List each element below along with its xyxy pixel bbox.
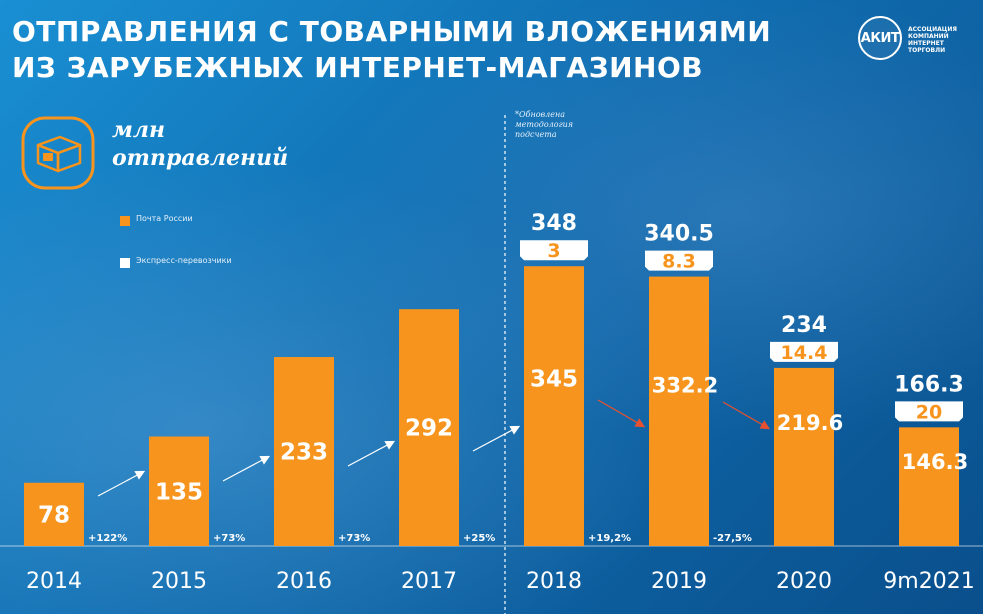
bar-express-2019 <box>645 250 713 271</box>
growth-label-1: +73% <box>213 533 245 544</box>
label-express-2018: 3 <box>547 240 560 262</box>
tick-label-9m2021: 9m2021 <box>883 569 974 594</box>
growth-label-2: +73% <box>338 533 370 544</box>
note-line-1: *Обновлена <box>515 110 566 119</box>
label-express-2019: 8.3 <box>662 251 696 273</box>
label-express-9m2021: 20 <box>916 401 942 423</box>
title-line-2: из зарубежных интернет-магазинов <box>12 51 704 84</box>
tick-label-2020: 2020 <box>776 569 832 594</box>
akit-logo: АКИТ Ассоциация компаний интернет торгов… <box>858 16 976 60</box>
note-line-3: подсчета <box>515 130 557 139</box>
bar-pochta-2019 <box>649 276 709 546</box>
logo-line-1: Ассоциация <box>908 26 957 33</box>
trend-arrow-3 <box>472 425 521 452</box>
label-pochta-2015: 135 <box>155 479 203 505</box>
label-total-2020: 234 <box>781 313 827 338</box>
tick-label-2014: 2014 <box>26 569 82 594</box>
trend-arrow-5 <box>722 401 771 430</box>
bar-pochta-2016 <box>274 357 334 546</box>
growth-label-0: +122% <box>88 533 127 544</box>
label-total-2018: 348 <box>531 211 577 236</box>
unit-label: млн отправлений <box>112 116 288 172</box>
unit-line-2: отправлений <box>112 145 289 171</box>
bar-express-2020 <box>770 341 838 362</box>
trend-arrow-4 <box>597 399 646 428</box>
logo-line-4: торговли <box>908 47 946 54</box>
parcel-box-icon <box>21 116 95 190</box>
bar-pochta-2017 <box>399 309 459 546</box>
label-pochta-2014: 78 <box>38 502 70 528</box>
page-title: Отправления с товарными вложениями из за… <box>12 14 771 86</box>
bar-express-9m2021 <box>895 401 963 422</box>
bar-pochta-2018 <box>524 266 584 546</box>
title-line-1: Отправления с товарными вложениями <box>12 15 772 48</box>
tick-label-2016: 2016 <box>276 569 332 594</box>
legend-label-pochta: Почта России <box>136 214 193 223</box>
label-pochta-2020: 219.6 <box>777 411 843 435</box>
label-total-2019: 340.5 <box>644 222 714 247</box>
tick-label-2019: 2019 <box>651 569 707 594</box>
tick-label-2017: 2017 <box>401 569 457 594</box>
label-pochta-2016: 233 <box>280 440 328 466</box>
label-express-2020: 14.4 <box>781 342 828 364</box>
logo-circle: АКИТ <box>858 16 902 60</box>
label-pochta-2017: 292 <box>405 416 453 442</box>
legend-label-express: Экспресс-перевозчики <box>136 256 232 265</box>
growth-label-4: +19,2% <box>588 533 631 544</box>
logo-line-3: интернет <box>908 40 944 47</box>
label-pochta-2019: 332.2 <box>652 373 718 397</box>
unit-line-1: млн <box>112 117 166 143</box>
bar-pochta-2015 <box>149 436 209 546</box>
logo-line-2: компаний <box>908 33 949 40</box>
legend-swatch-white <box>120 258 130 268</box>
bar-pochta-2020 <box>774 367 834 546</box>
growth-label-5: -27,5% <box>713 533 752 544</box>
note-line-2: методология <box>515 120 574 129</box>
trend-arrow-2 <box>347 440 396 467</box>
label-pochta-9m2021: 146.3 <box>902 450 968 474</box>
growth-label-3: +25% <box>463 533 495 544</box>
trend-arrow-0 <box>97 470 146 497</box>
logo-text: Ассоциация компаний интернет торговли <box>908 26 978 54</box>
bar-express-2018 <box>520 240 588 261</box>
label-pochta-2018: 345 <box>530 367 578 393</box>
label-total-9m2021: 166.3 <box>894 372 964 397</box>
bar-pochta-9m2021 <box>899 427 959 546</box>
legend-swatch-orange <box>120 216 130 226</box>
tick-label-2018: 2018 <box>526 569 582 594</box>
methodology-note: *Обновлена методология подсчета <box>515 110 605 140</box>
tick-label-2015: 2015 <box>151 569 207 594</box>
bar-pochta-2014 <box>24 482 84 546</box>
trend-arrow-1 <box>222 455 271 482</box>
